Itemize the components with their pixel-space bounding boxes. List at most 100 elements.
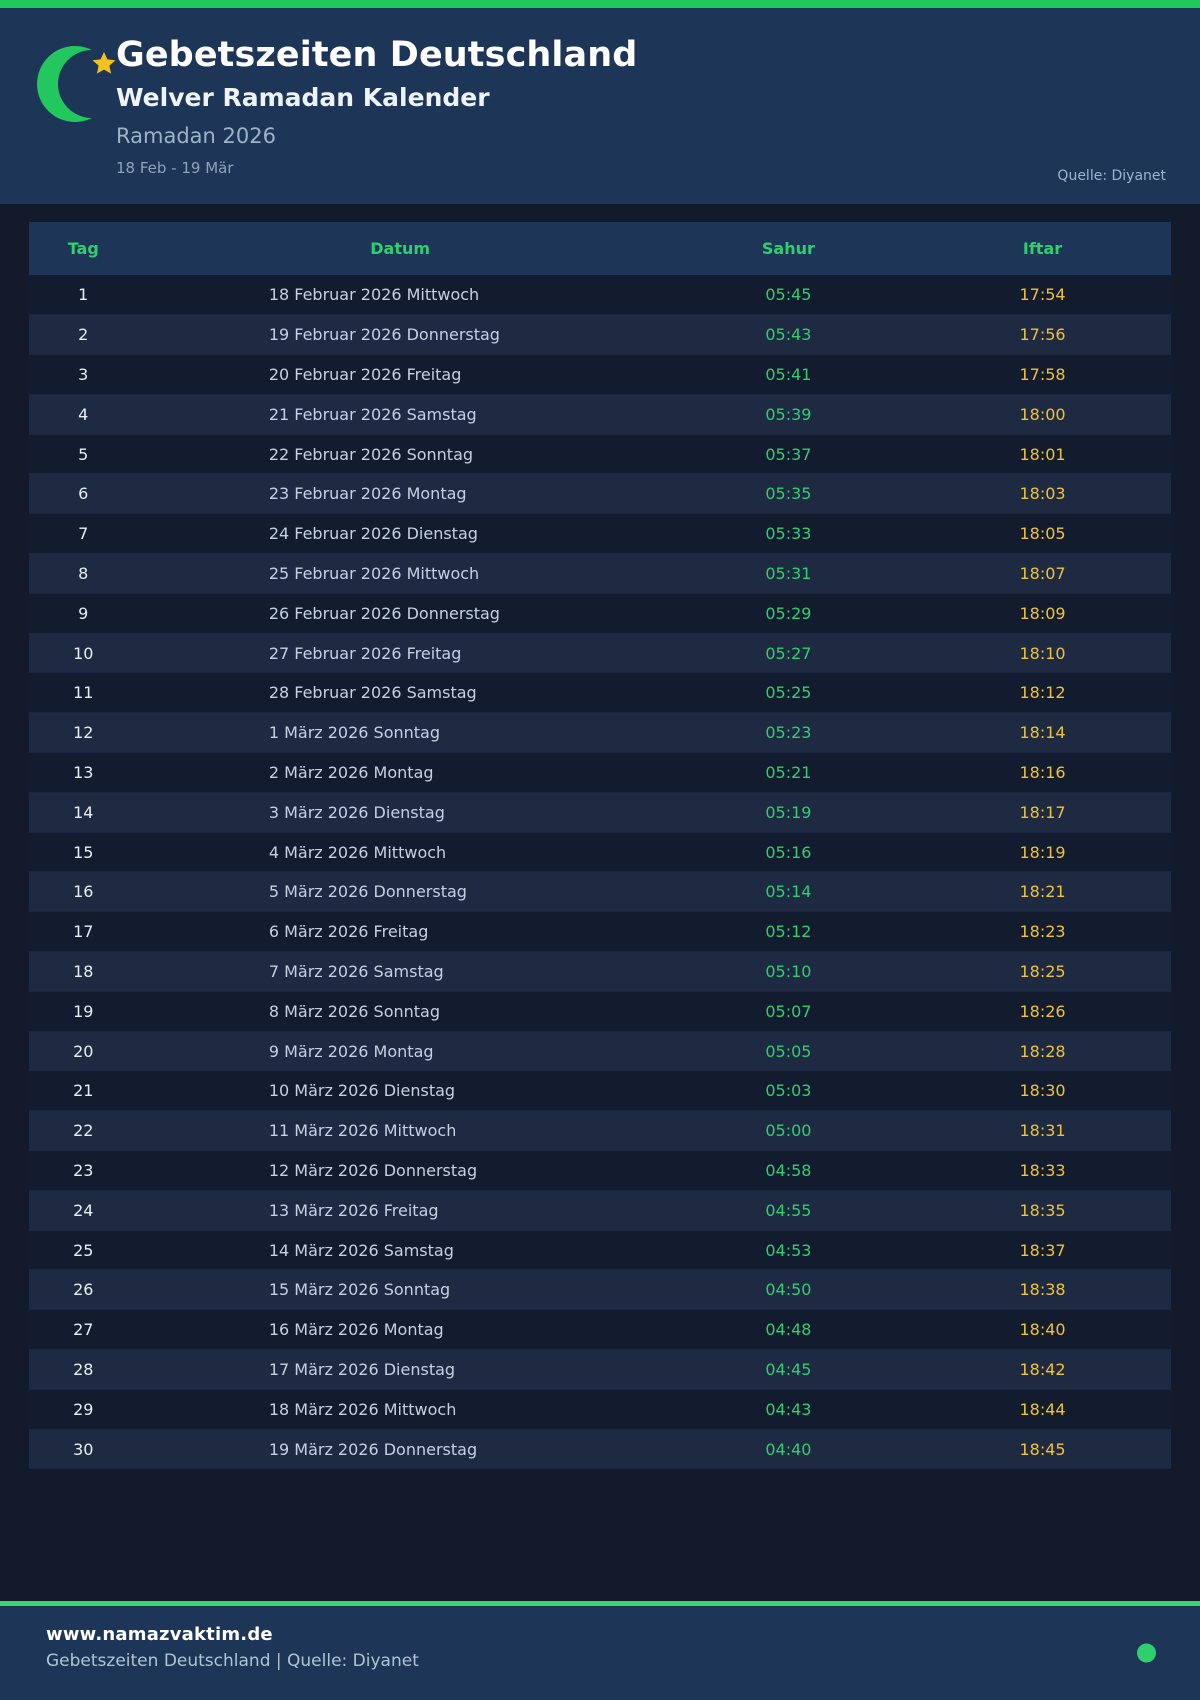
top-accent-bar (0, 0, 1200, 8)
column-header-tag: Tag (67, 239, 99, 258)
table-row: 23 12 März 2026 Donnerstag 04:58 18:33 (29, 1150, 1171, 1191)
table-row: 26 15 März 2026 Sonntag 04:50 18:38 (29, 1269, 1171, 1311)
cell-iftar: 18:10 (914, 633, 1171, 674)
table-row: 22 11 März 2026 Mittwoch 05:00 18:31 (29, 1110, 1171, 1152)
cell-sahur: 05:05 (662, 1031, 915, 1072)
cell-iftar: 18:03 (914, 473, 1171, 515)
cell-iftar: 18:40 (914, 1309, 1171, 1351)
cell-iftar: 18:21 (914, 871, 1171, 913)
cell-tag: 12 (29, 712, 138, 754)
page-subtitle: Welver Ramadan Kalender (116, 83, 490, 113)
footer-accent-divider (0, 1601, 1200, 1606)
cell-datum: 8 März 2026 Sonntag (137, 991, 663, 1032)
cell-sahur: 05:19 (662, 792, 915, 833)
cell-datum: 27 Februar 2026 Freitag (137, 633, 663, 674)
cell-sahur: 04:53 (662, 1230, 915, 1271)
cell-tag: 2 (29, 314, 138, 356)
cell-iftar: 18:26 (914, 991, 1171, 1032)
table-row: 10 27 Februar 2026 Freitag 05:27 18:10 (29, 633, 1171, 674)
ramadan-year-label: Ramadan 2026 (116, 124, 276, 149)
cell-iftar: 17:54 (914, 275, 1171, 316)
cell-sahur: 05:33 (662, 513, 915, 555)
cell-sahur: 05:39 (662, 394, 915, 435)
cell-datum: 25 Februar 2026 Mittwoch (137, 553, 663, 594)
cell-sahur: 05:03 (662, 1070, 915, 1112)
cell-tag: 26 (29, 1269, 138, 1311)
table-row: 17 6 März 2026 Freitag 05:12 18:23 (29, 911, 1171, 953)
cell-iftar: 18:38 (914, 1269, 1171, 1311)
page-footer: www.namazvaktim.de Gebetszeiten Deutschl… (0, 1606, 1200, 1700)
table-row: 5 22 Februar 2026 Sonntag 05:37 18:01 (29, 434, 1171, 475)
table-row: 8 25 Februar 2026 Mittwoch 05:31 18:07 (29, 553, 1171, 594)
cell-datum: 14 März 2026 Samstag (137, 1230, 663, 1271)
header-source-label: Quelle: Diyanet (1057, 168, 1166, 184)
cell-sahur: 04:58 (662, 1150, 915, 1191)
cell-datum: 10 März 2026 Dienstag (137, 1070, 663, 1112)
column-header-datum: Datum (370, 239, 431, 258)
calendar-table-container: Tag Datum Sahur Iftar 1 18 Februar 2026 M… (0, 204, 1200, 1601)
cell-tag: 13 (29, 752, 138, 793)
footer-website-link[interactable]: www.namazvaktim.de (46, 1624, 273, 1645)
cell-sahur: 05:27 (662, 633, 915, 674)
cell-tag: 17 (29, 911, 138, 953)
cell-sahur: 04:50 (662, 1269, 915, 1311)
cell-sahur: 04:40 (662, 1429, 915, 1470)
cell-datum: 1 März 2026 Sonntag (137, 712, 663, 754)
cell-iftar: 18:14 (914, 712, 1171, 754)
cell-tag: 1 (29, 275, 138, 316)
cell-datum: 16 März 2026 Montag (137, 1309, 663, 1351)
cell-tag: 19 (29, 991, 138, 1032)
cell-sahur: 05:10 (662, 951, 915, 992)
cell-datum: 24 Februar 2026 Dienstag (137, 513, 663, 555)
table-row: 21 10 März 2026 Dienstag 05:03 18:30 (29, 1070, 1171, 1112)
table-row: 11 28 Februar 2026 Samstag 05:25 18:12 (29, 672, 1171, 714)
cell-tag: 3 (29, 354, 138, 395)
cell-sahur: 05:31 (662, 553, 915, 594)
cell-iftar: 18:07 (914, 553, 1171, 594)
page-header: Gebetszeiten Deutschland Welver Ramadan … (0, 8, 1200, 204)
table-row: 6 23 Februar 2026 Montag 05:35 18:03 (29, 473, 1171, 515)
table-row: 1 18 Februar 2026 Mittwoch 05:45 17:54 (29, 275, 1171, 316)
cell-tag: 18 (29, 951, 138, 992)
table-row: 14 3 März 2026 Dienstag 05:19 18:17 (29, 792, 1171, 833)
cell-datum: 21 Februar 2026 Samstag (137, 394, 663, 435)
cell-datum: 2 März 2026 Montag (137, 752, 663, 793)
cell-iftar: 17:56 (914, 314, 1171, 356)
cell-tag: 29 (29, 1389, 138, 1430)
prayer-times-table: Tag Datum Sahur Iftar 1 18 Februar 2026 M… (29, 222, 1171, 1470)
cell-sahur: 05:35 (662, 473, 915, 515)
cell-tag: 14 (29, 792, 138, 833)
date-range-label: 18 Feb - 19 Mär (116, 159, 234, 178)
cell-sahur: 04:55 (662, 1190, 915, 1231)
cell-datum: 15 März 2026 Sonntag (137, 1269, 663, 1311)
cell-sahur: 05:12 (662, 911, 915, 953)
cell-datum: 4 März 2026 Mittwoch (137, 832, 663, 873)
cell-tag: 16 (29, 871, 138, 913)
cell-datum: 6 März 2026 Freitag (137, 911, 663, 953)
cell-tag: 7 (29, 513, 138, 555)
cell-tag: 30 (29, 1429, 138, 1470)
cell-tag: 10 (29, 633, 138, 674)
cell-datum: 19 Februar 2026 Donnerstag (137, 314, 663, 356)
cell-datum: 12 März 2026 Donnerstag (137, 1150, 663, 1191)
cell-tag: 5 (29, 434, 138, 475)
cell-sahur: 04:45 (662, 1349, 915, 1390)
cell-datum: 13 März 2026 Freitag (137, 1190, 663, 1231)
table-row: 9 26 Februar 2026 Donnerstag 05:29 18:09 (29, 593, 1171, 634)
table-row: 20 9 März 2026 Montag 05:05 18:28 (29, 1031, 1171, 1072)
footer-source-note: Gebetszeiten Deutschland | Quelle: Diyan… (46, 1651, 419, 1671)
cell-sahur: 05:07 (662, 991, 915, 1032)
green-status-dot-icon (1137, 1643, 1156, 1663)
table-row: 12 1 März 2026 Sonntag 05:23 18:14 (29, 712, 1171, 754)
cell-iftar: 18:17 (914, 792, 1171, 833)
cell-sahur: 04:48 (662, 1309, 915, 1351)
table-row: 19 8 März 2026 Sonntag 05:07 18:26 (29, 991, 1171, 1032)
page-title: Gebetszeiten Deutschland (116, 35, 638, 75)
cell-sahur: 05:45 (662, 275, 915, 316)
column-header-sahur: Sahur (761, 239, 815, 258)
table-body: 1 18 Februar 2026 Mittwoch 05:45 17:54 2 19 F… (29, 275, 1171, 1470)
cell-iftar: 18:45 (914, 1429, 1171, 1470)
cell-sahur: 05:23 (662, 712, 915, 754)
cell-tag: 24 (29, 1190, 138, 1231)
table-row: 2 19 Februar 2026 Donnerstag 05:43 17:56 (29, 314, 1171, 356)
